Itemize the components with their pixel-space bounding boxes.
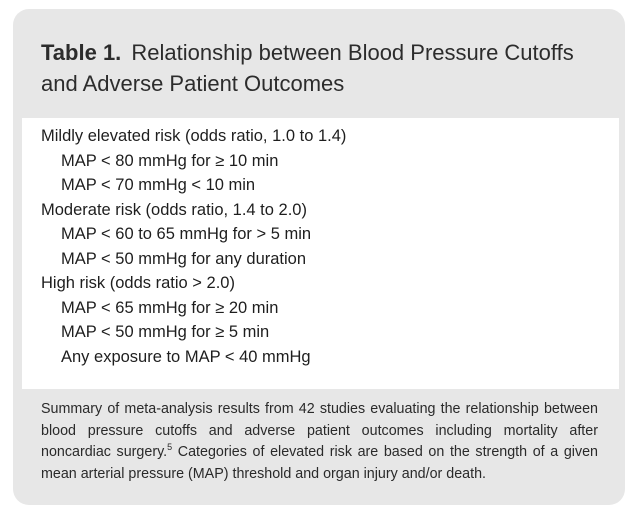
threshold-item: MAP < 50 mmHg for ≥ 5 min: [61, 323, 270, 341]
threshold-item: MAP < 60 to 65 mmHg for > 5 min: [61, 225, 312, 243]
threshold-item: MAP < 80 mmHg for ≥ 10 min: [61, 151, 279, 170]
reference-marker: 5: [167, 442, 173, 453]
risk-category: Moderate risk (odds ratio, 1.4 to 2.0): [41, 200, 307, 219]
risk-list: Mildly elevated risk (odds ratio, 1.0 to…: [41, 124, 346, 369]
threshold-item: MAP < 50 mmHg for any duration: [61, 249, 307, 268]
risk-category: High risk (odds ratio > 2.0): [41, 274, 235, 292]
risk-category: Mildly elevated risk (odds ratio, 1.0 to…: [41, 127, 347, 145]
table-body: Mildly elevated risk (odds ratio, 1.0 to…: [22, 118, 619, 389]
threshold-item: Any exposure to MAP < 40 mmHg: [61, 347, 311, 366]
table-number: Table 1.: [41, 40, 122, 65]
caption-text: Summary of meta-analysis results from 42…: [41, 401, 598, 460]
threshold-item: MAP < 65 mmHg for ≥ 20 min: [61, 298, 279, 317]
table-card: Table 1. Relationship between Blood Pres…: [13, 9, 625, 505]
table-title-text: Relationship between Blood Pressure Cuto…: [41, 40, 574, 96]
table-caption: Summary of meta-analysis results from 42…: [41, 399, 598, 485]
threshold-item: MAP < 70 mmHg < 10 min: [61, 176, 256, 194]
caption-text-continued: Categories of elevated risk are based on…: [41, 444, 598, 482]
table-title: Table 1. Relationship between Blood Pres…: [41, 37, 611, 99]
